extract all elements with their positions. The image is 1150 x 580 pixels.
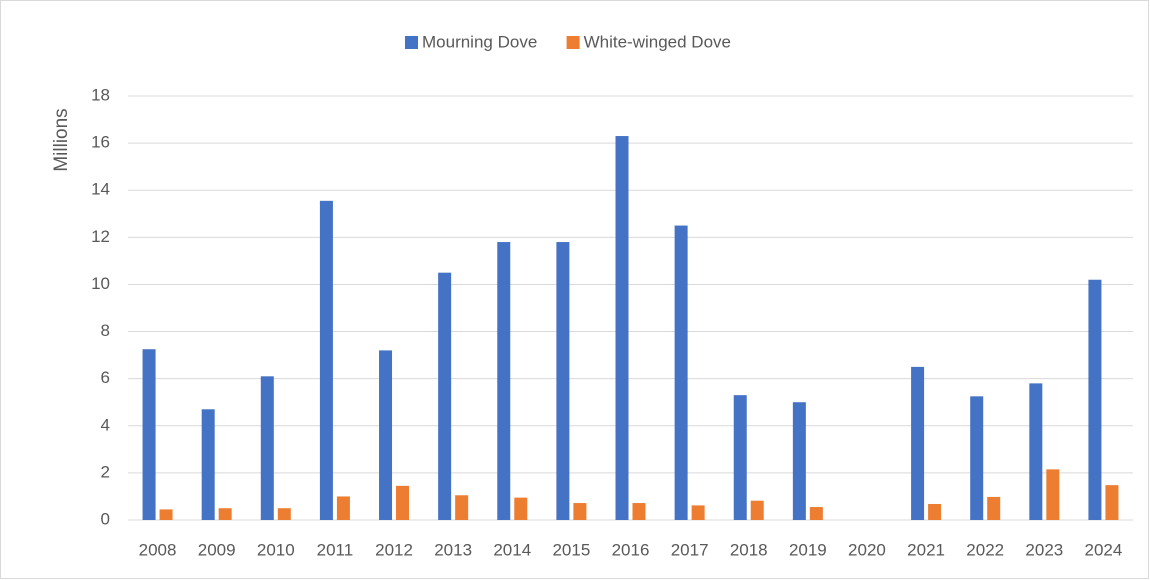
bar <box>260 376 274 520</box>
bar <box>750 500 764 520</box>
legend-swatch <box>566 36 580 49</box>
bar <box>632 503 646 520</box>
bar <box>201 409 215 520</box>
x-tick-label: 2018 <box>730 540 768 559</box>
bar <box>455 495 469 520</box>
y-tick-label: 6 <box>101 368 110 387</box>
y-tick-label: 16 <box>91 133 110 152</box>
bar <box>1029 383 1043 520</box>
bar <box>1088 279 1102 520</box>
bar <box>733 395 747 520</box>
bar <box>970 396 984 520</box>
bar <box>573 503 587 520</box>
bar <box>159 509 173 520</box>
y-tick-label: 14 <box>91 180 110 199</box>
bar <box>1046 469 1060 520</box>
x-tick-label: 2023 <box>1025 540 1063 559</box>
x-tick-label: 2010 <box>257 540 295 559</box>
bar <box>809 507 823 520</box>
y-tick-label: 18 <box>91 85 110 104</box>
y-tick-label: 10 <box>91 274 110 293</box>
bar <box>1105 485 1119 520</box>
x-tick-label: 2024 <box>1085 540 1123 559</box>
legend-label: Mourning Dove <box>422 32 537 51</box>
x-tick-label: 2022 <box>966 540 1004 559</box>
x-tick-label: 2011 <box>317 540 354 559</box>
bar <box>691 505 705 520</box>
y-tick-label: 2 <box>101 462 110 481</box>
legend-label: White-winged Dove <box>584 32 731 51</box>
bar <box>987 496 1001 520</box>
bar <box>336 496 350 520</box>
y-axis-label: Millions <box>51 108 72 171</box>
bar <box>319 200 333 521</box>
x-tick-label: 2013 <box>434 540 472 559</box>
bar <box>438 272 452 520</box>
bar <box>277 508 291 520</box>
x-tick-label: 2020 <box>848 540 886 559</box>
legend-swatch <box>405 36 418 49</box>
x-tick-label: 2012 <box>375 540 413 559</box>
bar <box>556 242 570 521</box>
x-tick-label: 2008 <box>139 540 177 559</box>
x-tick-label: 2021 <box>907 540 945 559</box>
bar <box>615 136 629 521</box>
bar <box>142 349 156 520</box>
bar <box>911 366 925 520</box>
bar <box>497 242 511 521</box>
bar <box>218 508 232 520</box>
y-tick-label: 4 <box>101 415 110 434</box>
x-tick-label: 2016 <box>612 540 650 559</box>
bar <box>396 485 410 520</box>
bar <box>928 503 942 520</box>
x-tick-label: 2015 <box>552 540 590 559</box>
y-tick-label: 12 <box>91 227 110 246</box>
x-tick-label: 2009 <box>198 540 236 559</box>
bar <box>674 225 688 521</box>
bar <box>792 402 806 520</box>
bar <box>514 497 528 520</box>
x-tick-label: 2019 <box>789 540 827 559</box>
x-tick-label: 2017 <box>671 540 709 559</box>
y-tick-label: 8 <box>101 321 110 340</box>
y-tick-label: 0 <box>101 509 110 528</box>
bar <box>379 350 393 520</box>
x-tick-label: 2014 <box>493 540 531 559</box>
